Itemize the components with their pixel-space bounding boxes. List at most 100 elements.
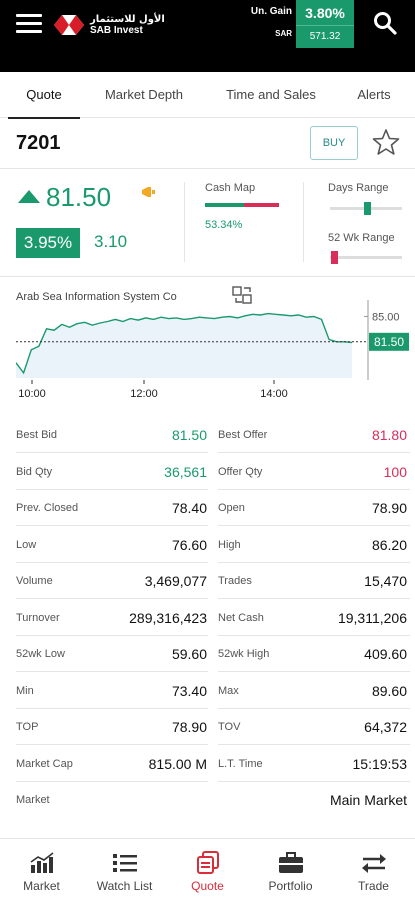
- stat-label-market: Market: [16, 794, 50, 806]
- tab-time-and-sales[interactable]: Time and Sales: [226, 87, 316, 102]
- divider: [303, 182, 304, 262]
- divider: [16, 598, 208, 599]
- divider: [218, 525, 410, 526]
- chart-toggle-icon[interactable]: [232, 284, 254, 306]
- stat-row: Best Bid 81.50 Best Offer 81.80: [0, 417, 415, 453]
- divider: [184, 182, 185, 262]
- menu-icon[interactable]: [16, 14, 42, 34]
- stat-label: High: [218, 538, 241, 551]
- stat-value: 78.90: [171, 719, 207, 735]
- 52wk-range-marker: [331, 251, 339, 264]
- intraday-price-chart[interactable]: 85.00 81.50 10:00 12:00 14:00: [16, 300, 410, 408]
- stat-row: TOP 78.90 TOV 64,372: [0, 709, 415, 745]
- stat-row: 52wk Low 59.60 52wk High 409.60: [0, 636, 415, 672]
- chart-x-tick-label: 14:00: [260, 388, 288, 400]
- search-icon[interactable]: [372, 10, 398, 36]
- stat-label: Bid Qty: [16, 465, 53, 478]
- chart-company-name: Arab Sea Information System Co: [16, 291, 177, 303]
- currency-label: SAR: [275, 29, 292, 38]
- tab-bar: Quote Market Depth Time and Sales Alerts: [0, 72, 415, 119]
- stat-label: L.T. Time: [218, 757, 263, 770]
- stat-value: 815.00 M: [148, 755, 207, 772]
- gain-amount: 571.32: [309, 31, 341, 42]
- nav-market[interactable]: Market: [0, 839, 83, 900]
- 52wk-range-label: 52 Wk Range: [328, 232, 395, 244]
- divider: [218, 598, 410, 599]
- stat-value: 36,561: [164, 463, 207, 480]
- unrealized-gain-box[interactable]: 3.80% 571.32: [296, 0, 354, 48]
- chart-x-tick-label: 12:00: [130, 388, 158, 400]
- stat-value: 76.60: [171, 536, 207, 553]
- logo-english-text: SAB Invest: [90, 25, 143, 36]
- divider: [16, 780, 208, 782]
- quote-icon: [197, 851, 219, 874]
- tab-quote[interactable]: Quote: [8, 72, 80, 119]
- stat-label: Open: [218, 502, 245, 514]
- stat-row: Prev. Closed 78.40 Open 78.90: [0, 490, 415, 526]
- divider: [218, 780, 410, 782]
- stat-label: Net Cash: [218, 611, 264, 624]
- divider: [218, 707, 410, 709]
- stat-value: 78.90: [371, 500, 407, 516]
- stat-label: Best Offer: [218, 429, 268, 441]
- chart-price-line: [16, 312, 353, 375]
- stat-value: 3,469,077: [144, 573, 207, 589]
- hexagon-logo-icon: [54, 15, 84, 35]
- divider: [218, 634, 410, 636]
- stat-label: TOP: [16, 721, 39, 733]
- stat-label: Prev. Closed: [16, 502, 79, 514]
- divider: [218, 744, 410, 745]
- top-bar: الأول للاستثمار SAB Invest Un. Gain SAR …: [0, 0, 415, 72]
- divider: [0, 276, 415, 277]
- stat-value: 59.60: [171, 646, 207, 662]
- list-icon: [113, 854, 137, 872]
- divider: [16, 488, 208, 490]
- nav-label: Portfolio: [268, 879, 313, 893]
- stat-label: Offer Qty: [218, 465, 263, 478]
- stat-value: 86.20: [371, 536, 407, 553]
- nav-label: Market: [23, 879, 60, 893]
- star-icon[interactable]: [372, 128, 400, 156]
- stat-value: 100: [383, 463, 407, 480]
- divider: [16, 744, 208, 745]
- cash-map-percent: 53.34%: [205, 219, 243, 231]
- briefcase-icon: [279, 852, 303, 873]
- cash-map-label: Cash Map: [205, 182, 256, 194]
- change-value: 3.10: [94, 232, 128, 251]
- days-range-label: Days Range: [328, 182, 389, 194]
- cash-map-bar-fill: [205, 203, 245, 207]
- nav-portfolio[interactable]: Portfolio: [249, 839, 332, 900]
- bottom-navigation: Market Watch List Quote Portfolio Trade: [0, 838, 415, 900]
- days-range-marker: [364, 202, 372, 215]
- stat-row: Bid Qty 36,561 Offer Qty 100: [0, 454, 415, 490]
- tab-market-depth[interactable]: Market Depth: [104, 87, 184, 102]
- nav-quote[interactable]: Quote: [166, 839, 249, 900]
- tab-alerts[interactable]: Alerts: [357, 87, 391, 102]
- cash-map-bar: [205, 203, 279, 207]
- stat-label: 52wk High: [218, 648, 270, 660]
- stat-label: Low: [16, 538, 37, 551]
- stat-row: Min 73.40 Max 89.60: [0, 673, 415, 709]
- stat-label: Turnover: [16, 611, 60, 624]
- nav-watch-list[interactable]: Watch List: [83, 839, 166, 900]
- chart-last-price-badge: [369, 332, 409, 351]
- chart-area-fill: [16, 313, 352, 378]
- chart-last-price-label: 81.50: [374, 335, 404, 349]
- last-price: 81.50: [46, 182, 112, 212]
- stat-label: TOV: [218, 721, 241, 733]
- stat-value: 15:19:53: [352, 755, 408, 772]
- stat-row: Volume 3,469,077 Trades 15,470: [0, 563, 415, 599]
- stat-value: 289,316,423: [129, 609, 207, 626]
- divider: [16, 452, 208, 453]
- logo: الأول للاستثمار SAB Invest: [54, 14, 165, 36]
- stat-value: 19,311,206: [337, 609, 407, 626]
- divider: [218, 452, 410, 453]
- stat-value: 64,372: [364, 719, 407, 735]
- announcement-icon[interactable]: [140, 184, 156, 200]
- 52wk-range-slider: [330, 251, 402, 264]
- stat-value-market: Main Market: [329, 792, 407, 808]
- change-percent-badge: 3.95%: [16, 228, 80, 258]
- nav-trade[interactable]: Trade: [332, 839, 415, 900]
- buy-button[interactable]: BUY: [310, 126, 358, 160]
- swap-arrows-icon: [362, 854, 386, 873]
